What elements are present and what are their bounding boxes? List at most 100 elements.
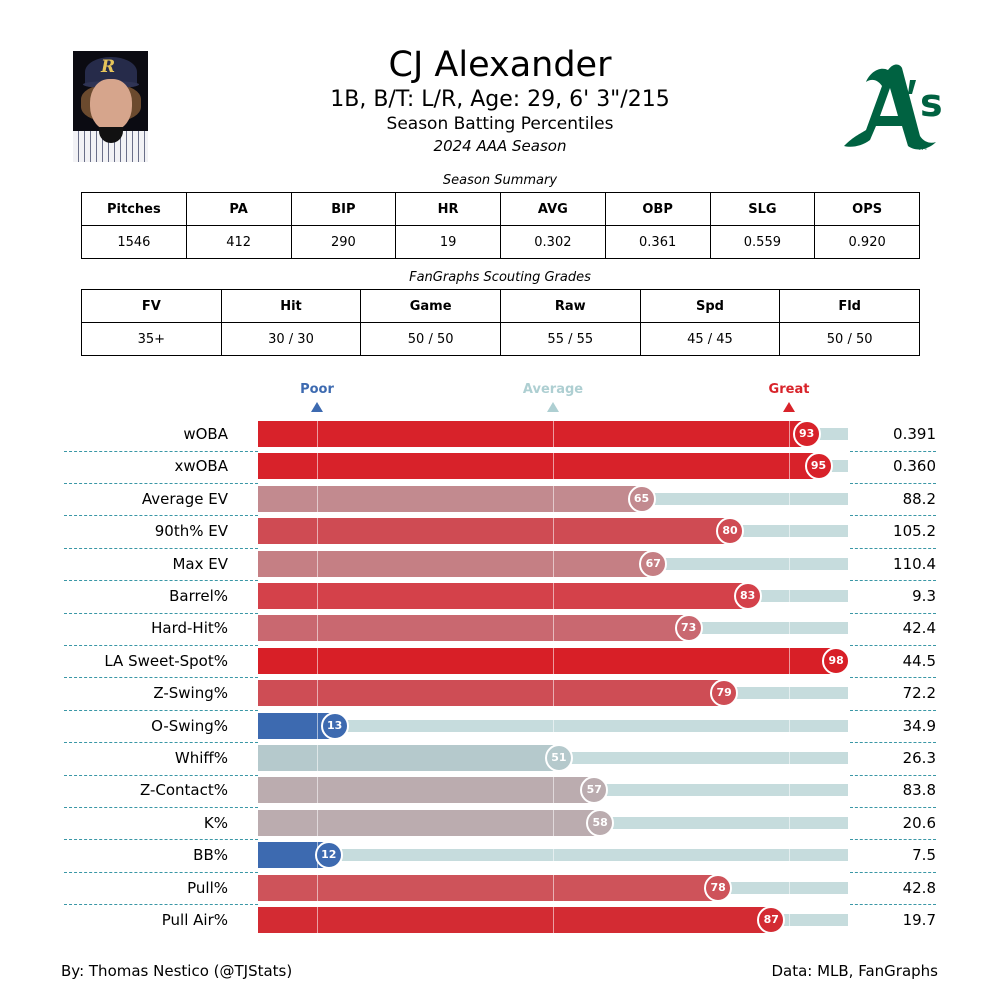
reference-line [789,712,790,739]
legend-great-label: Great [768,382,810,397]
col-pitches: Pitches [81,192,187,226]
row-divider-right [850,774,936,776]
reference-line [317,485,318,512]
reference-line [553,712,554,739]
metric-label: Average EV [141,489,228,508]
reference-line [553,680,554,707]
metric-label: Whiff% [174,749,228,767]
percentile-badge: 95 [804,452,833,481]
metric-value: 19.7 [902,911,936,929]
metric-value: 0.360 [893,457,936,476]
row-divider-left [64,709,258,711]
metric-label: Max EV [172,554,228,573]
report-title: Season Batting Percentiles [386,114,614,134]
row-divider-right [850,515,936,517]
col-game: Game [360,289,501,323]
metric-label: LA Sweet-Spot% [104,651,228,670]
percentile-bar [258,421,807,447]
percentile-badge: 57 [580,776,609,805]
val-ops: 0.920 [814,225,920,259]
percentile-bar [258,615,689,642]
reference-line [789,421,790,447]
row-divider-left [64,806,258,808]
row-divider-left [64,742,258,744]
percentile-bar [258,809,601,836]
row-divider-left [64,904,258,906]
row-divider-left [64,482,258,484]
metric-value: 9.3 [912,587,936,605]
percentile-bar [258,647,837,674]
percentile-badge: 58 [586,808,615,837]
metric-value: 83.8 [902,781,936,800]
svg-text:TM: TM [917,145,927,152]
percentile-badge: 83 [733,582,762,610]
row-divider-left [64,612,258,614]
season-summary-table: Pitches PA BIP HR AVG OBP SLG OPS 1546 4… [81,192,920,259]
val-fv: 35+ [81,322,222,356]
reference-line [789,842,790,869]
percentile-bar [258,745,559,771]
metric-label: O-Swing% [151,716,228,735]
metric-value: 88.2 [902,489,936,508]
percentile-bar [258,907,772,933]
val-avg: 0.302 [500,225,606,259]
metric-value: 42.8 [902,878,936,897]
row-divider-left [64,839,258,841]
reference-line [553,874,554,901]
reference-line [789,745,790,771]
season-label: 2024 AAA Season [433,137,567,155]
svg-text:s: s [920,81,943,125]
metric-label: Pull% [187,878,228,897]
val-hr: 19 [395,225,501,259]
metric-value: 26.3 [902,749,936,767]
legend-poor-label: Poor [300,382,334,397]
val-obp: 0.361 [604,225,711,259]
col-hit: Hit [220,289,362,323]
row-divider-right [850,677,936,679]
col-ops: OPS [814,192,920,226]
percentile-badge: 73 [674,614,703,643]
player-name: CJ Alexander [388,45,612,85]
percentile-bar [258,453,819,480]
col-pa: PA [185,192,292,226]
metric-label: Z-Swing% [153,684,228,703]
val-fld: 50 / 50 [779,322,920,356]
metric-label: K% [203,813,228,832]
percentile-badge: 12 [314,841,343,870]
reference-line [553,842,554,869]
metric-value: 44.5 [902,651,936,670]
percentile-bar [258,583,748,609]
metric-label: Pull Air% [161,911,228,929]
poor-marker-icon [311,402,323,412]
percentile-bar [258,550,654,577]
percentile-badge: 67 [639,549,668,578]
reference-line [789,874,790,901]
val-slg: 0.559 [709,225,816,259]
percentile-bar [258,680,725,707]
percentile-badge: 93 [792,420,821,448]
row-divider-left [64,871,258,873]
reference-line [553,453,554,480]
metric-label: xwOBA [174,457,228,476]
reference-line [317,518,318,545]
percentile-badge: 98 [822,646,851,675]
percentile-bar [258,874,719,901]
metric-value: 20.6 [902,813,936,832]
reference-line [553,518,554,545]
player-bio: 1B, B/T: L/R, Age: 29, 6' 3"/215 [330,87,670,112]
reference-line [553,647,554,674]
col-hr: HR [395,192,501,226]
reference-line [553,809,554,836]
percentile-bar [258,777,595,804]
scouting-grades-caption: FanGraphs Scouting Grades [409,270,591,285]
reference-line [317,583,318,609]
data-source-text: Data: MLB, FanGraphs [771,962,938,980]
percentile-badge: 79 [710,679,739,708]
reference-line [553,777,554,804]
metric-label: Hard-Hit% [151,619,228,638]
percentile-bar [258,518,730,545]
reference-line [317,550,318,577]
reference-line [789,485,790,512]
row-divider-right [850,450,936,452]
reference-line [317,712,318,739]
